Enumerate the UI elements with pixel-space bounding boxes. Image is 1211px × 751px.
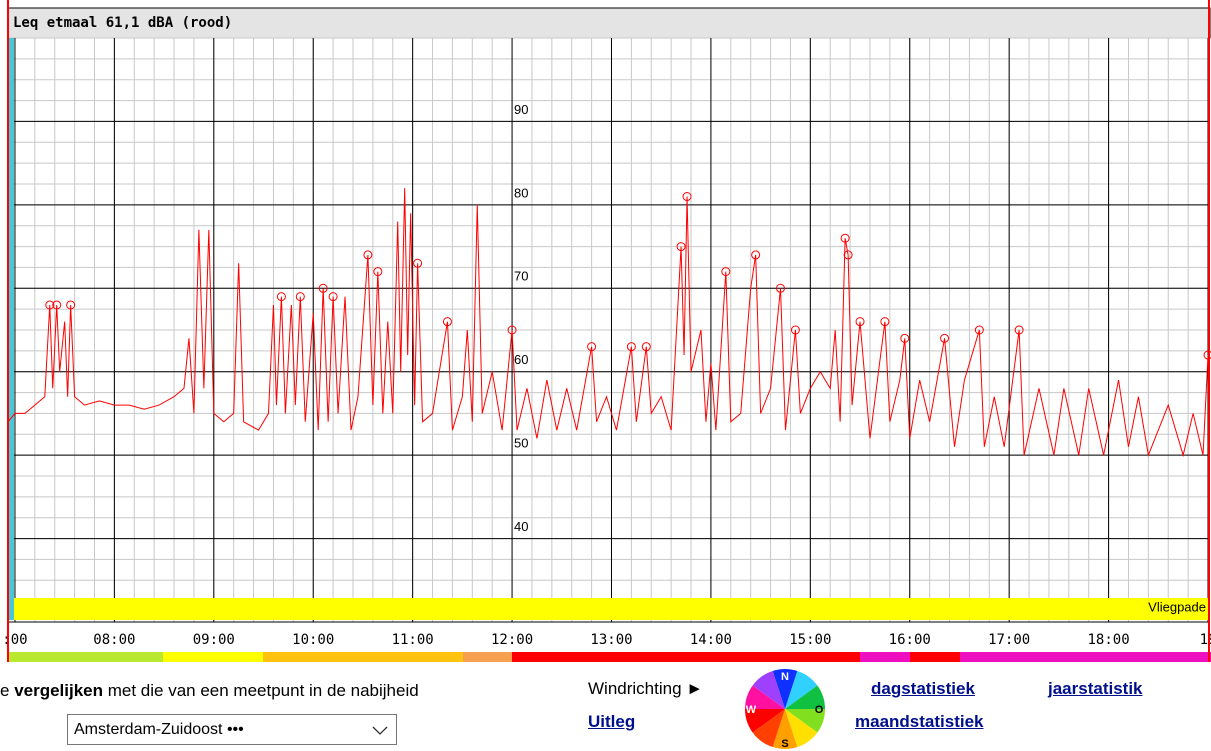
period bbox=[463, 652, 512, 662]
peak-marker bbox=[840, 233, 850, 243]
peak-marker bbox=[940, 333, 950, 343]
chevron bbox=[372, 726, 388, 735]
peak-marker bbox=[641, 342, 651, 352]
peak-marker bbox=[318, 283, 328, 293]
peak-marker bbox=[276, 292, 286, 302]
peak-marker bbox=[45, 300, 55, 310]
period bbox=[163, 652, 263, 662]
y-tick-label: 70 bbox=[514, 269, 528, 284]
peak-marker bbox=[295, 292, 305, 302]
compass-wedge bbox=[772, 669, 798, 709]
peak-marker bbox=[880, 317, 890, 327]
period bbox=[910, 652, 960, 662]
compass-wedge bbox=[745, 709, 785, 733]
peak-marker bbox=[328, 292, 338, 302]
x-tick-label: 16:00 bbox=[889, 632, 931, 648]
band-label: Vliegpade bbox=[1148, 599, 1206, 614]
period bbox=[860, 652, 910, 662]
y-tick-label: 60 bbox=[514, 352, 528, 367]
peak-marker bbox=[373, 267, 383, 277]
x-tick-label: 12:00 bbox=[491, 632, 533, 648]
period-bar bbox=[8, 652, 1211, 662]
chart-title: Leq etmaal 61,1 dBA (rood) bbox=[13, 15, 232, 31]
peak-marker bbox=[442, 317, 452, 327]
station-select[interactable]: Amsterdam-Zuidoost ••• bbox=[67, 714, 397, 745]
peak-marker bbox=[626, 342, 636, 352]
peak-marker bbox=[66, 300, 76, 310]
peak-marker bbox=[363, 250, 373, 260]
x-tick-label: 15:00 bbox=[789, 632, 831, 648]
x-tick-label: 17:00 bbox=[988, 632, 1030, 648]
title-bar bbox=[7, 7, 1211, 39]
band bbox=[8, 598, 1210, 620]
compass-n: N bbox=[781, 671, 789, 683]
x-tick-label: 13:00 bbox=[590, 632, 632, 648]
compass-wedge bbox=[785, 709, 818, 748]
link-maandstatistiek[interactable]: maandstatistiek bbox=[855, 712, 984, 731]
compass-wedge bbox=[785, 670, 818, 709]
compass-wedge bbox=[785, 709, 825, 733]
compass-wedge bbox=[752, 709, 785, 748]
peak-marker bbox=[843, 250, 853, 260]
period bbox=[512, 652, 860, 662]
select-value: Amsterdam-Zuidoost ••• bbox=[74, 721, 244, 738]
compass[interactable]: N O S W bbox=[743, 667, 827, 751]
text: e bbox=[0, 681, 15, 700]
compass-wedge bbox=[752, 670, 785, 709]
link-dagstatistiek[interactable]: dagstatistiek bbox=[871, 679, 975, 698]
y-tick-label: 40 bbox=[514, 519, 528, 534]
compass-wedge bbox=[745, 685, 785, 709]
link-jaarstatistik[interactable]: jaarstatistik bbox=[1048, 679, 1143, 698]
compass-w: W bbox=[746, 704, 757, 716]
y-tick-label: 80 bbox=[514, 185, 528, 200]
x-tick-label: 11:00 bbox=[392, 632, 434, 648]
data-line bbox=[7, 188, 1209, 458]
peak-marker bbox=[52, 300, 62, 310]
x-tick-label: 10:00 bbox=[292, 632, 334, 648]
text-bold: vergelijken bbox=[14, 681, 104, 700]
peak-marker bbox=[751, 250, 761, 260]
compass-wedge bbox=[772, 709, 798, 749]
y-tick-label: 90 bbox=[514, 102, 528, 117]
x-tick-label: 14:00 bbox=[690, 632, 732, 648]
wind-label: Windrichting ► bbox=[588, 679, 704, 698]
peak-marker bbox=[790, 325, 800, 335]
peak-marker bbox=[1014, 325, 1024, 335]
compass-o: O bbox=[815, 704, 824, 716]
text: met die van een meetpunt in de nabijheid bbox=[103, 681, 419, 700]
compass-wedge bbox=[785, 685, 825, 709]
grid: 30405060708090:0008:0009:0010:0011:0012:… bbox=[2, 37, 1211, 648]
peak-marker bbox=[974, 325, 984, 335]
x-tick-label: :00 bbox=[2, 632, 27, 648]
compare-text: e vergelijken met die van een meetpunt i… bbox=[0, 681, 419, 701]
marks bbox=[7, 188, 1211, 458]
peak-marker bbox=[900, 333, 910, 343]
x-tick-label: 19 bbox=[1200, 632, 1211, 648]
peak-marker bbox=[855, 317, 865, 327]
y-tick-label: 50 bbox=[514, 436, 528, 451]
x-tick-label: 08:00 bbox=[93, 632, 135, 648]
x-tick-label: 18:00 bbox=[1088, 632, 1130, 648]
chart: Leq etmaal 61,1 dBA (rood) 3040506070809… bbox=[2, 0, 1211, 662]
peak-marker bbox=[507, 325, 517, 335]
peak-marker bbox=[413, 258, 423, 268]
period bbox=[8, 652, 163, 662]
peak-marker bbox=[776, 283, 786, 293]
period bbox=[960, 652, 1211, 662]
peak-marker bbox=[682, 192, 692, 202]
marker-strip bbox=[8, 38, 14, 620]
peak-marker bbox=[721, 267, 731, 277]
peak-marker bbox=[587, 342, 597, 352]
period bbox=[263, 652, 463, 662]
x-tick-label: 09:00 bbox=[193, 632, 235, 648]
compass-s: S bbox=[781, 738, 788, 750]
peak-marker bbox=[676, 242, 686, 252]
link-uitleg[interactable]: Uitleg bbox=[588, 712, 636, 731]
